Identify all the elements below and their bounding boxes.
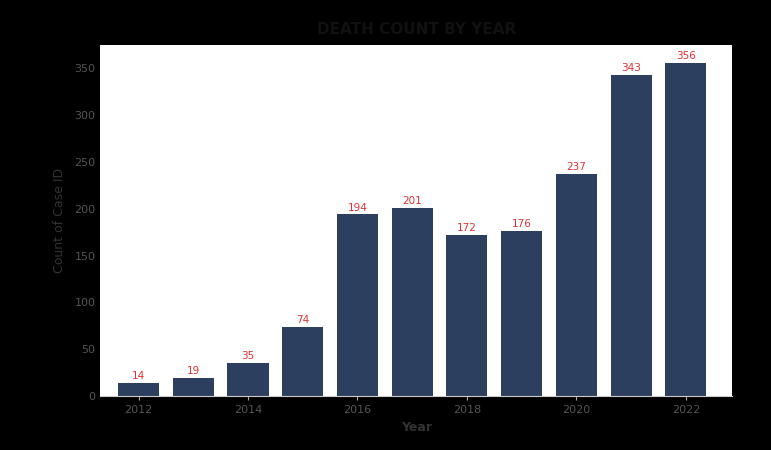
Bar [556,174,597,396]
Bar [392,208,433,396]
Bar [173,378,214,396]
Text: 201: 201 [402,196,422,206]
Text: 194: 194 [348,202,368,212]
Bar [611,75,651,396]
Bar [227,363,268,396]
Bar [665,63,706,396]
Bar [118,383,159,396]
Text: 237: 237 [567,162,587,172]
Y-axis label: Count of Case ID: Count of Case ID [53,168,66,273]
Text: 35: 35 [241,351,254,361]
Text: 172: 172 [457,223,477,233]
Text: 343: 343 [621,63,641,73]
Text: 176: 176 [512,220,532,230]
Text: 19: 19 [187,366,200,376]
Text: 74: 74 [296,315,309,325]
Text: 14: 14 [132,371,145,381]
X-axis label: Year: Year [401,421,432,434]
Text: 356: 356 [676,51,696,61]
Bar [337,214,378,396]
Bar [282,327,323,396]
Bar [501,231,542,396]
Bar [446,235,487,396]
Title: DEATH COUNT BY YEAR: DEATH COUNT BY YEAR [317,22,516,37]
